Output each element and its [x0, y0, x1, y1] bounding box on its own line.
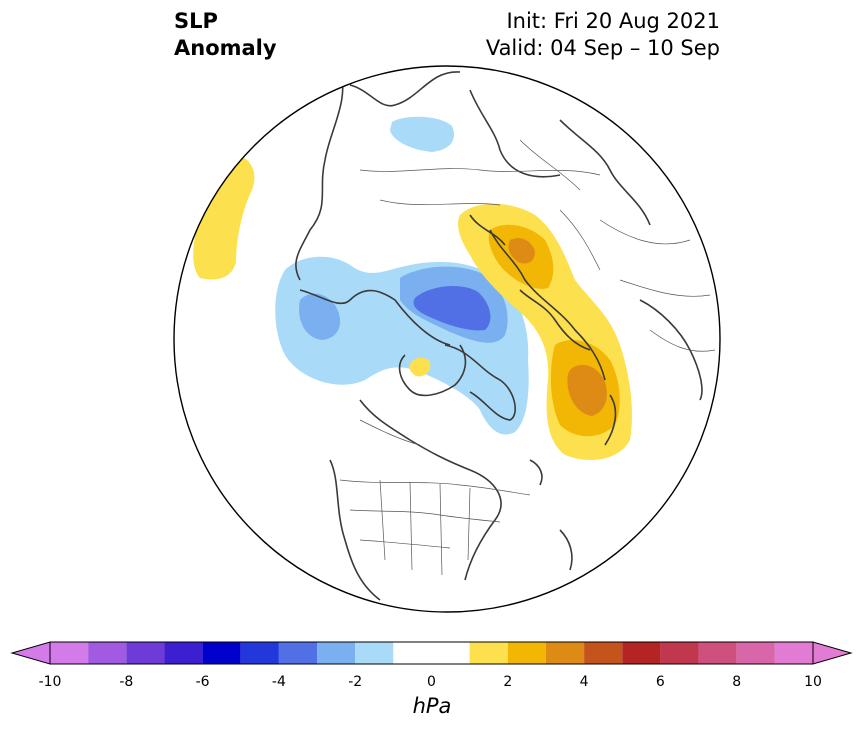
colorbar-bin: [660, 642, 699, 664]
anomaly-europe-positive-core: [508, 238, 535, 264]
coastlines: [295, 69, 703, 601]
colorbar-tick-label: 4: [579, 674, 589, 690]
colorbar-bin: [774, 642, 813, 664]
colorbar-bin: [164, 642, 203, 664]
colorbar-tick-label: -4: [271, 674, 286, 690]
colorbar-bin: [393, 642, 470, 664]
colorbar-tick-label: -2: [348, 674, 363, 690]
colorbar-frame: [49, 641, 814, 665]
anomaly-small-positive: [409, 357, 431, 377]
colorbar-bin: [50, 642, 89, 664]
colorbar-unit-label: hPa: [412, 694, 452, 718]
colorbar-bin: [317, 642, 356, 664]
colorbar-bin: [698, 642, 737, 664]
colorbar-tick-label: 8: [732, 674, 742, 690]
colorbar-bin: [88, 642, 127, 664]
colorbar-bin: [545, 642, 585, 664]
init-date: Init: Fri 20 Aug 2021: [506, 9, 720, 33]
valid-range: Valid: 04 Sep – 10 Sep: [485, 36, 720, 60]
colorbar-tick-label: -10: [38, 674, 62, 690]
anomaly-atlantic-positive-core: [567, 364, 607, 416]
colorbar-tick-label: 0: [427, 674, 436, 690]
anomaly-arctic-negative-core: [413, 286, 491, 331]
colorbar-tick-label: 10: [804, 674, 822, 690]
anomaly-siberia-negative: [390, 116, 454, 152]
anomaly-arctic-negative-mid: [299, 293, 341, 340]
colorbar-bin: [126, 642, 165, 664]
colorbar-bin: [240, 642, 279, 664]
plot-title: SLP Anomaly: [174, 8, 277, 62]
colorbar-tick-label: -6: [195, 674, 210, 690]
anomaly-alaska-positive: [193, 158, 255, 280]
colorbar-bin: [202, 642, 241, 664]
colorbar-tick-label: 6: [655, 674, 665, 690]
political-borders: [339, 139, 716, 576]
colorbar-tick-label: -8: [119, 674, 134, 690]
colorbar-tick-label: 2: [503, 674, 513, 690]
colorbar: [10, 641, 853, 665]
colorbar-bin: [622, 642, 661, 664]
anomaly-shading: [193, 116, 632, 460]
colorbar-bin: [278, 642, 318, 664]
forecast-info: Init: Fri 20 Aug 2021 Valid: 04 Sep – 10…: [486, 8, 720, 62]
title-line-1: SLP: [174, 9, 218, 33]
colorbar-bin: [507, 642, 546, 664]
title-line-2: Anomaly: [174, 36, 277, 60]
colorbar-extend-under: [10, 641, 51, 665]
colorbar-bin: [469, 642, 508, 664]
polar-map: [173, 65, 721, 613]
colorbar-bin: [584, 642, 623, 664]
colorbar-bin: [355, 642, 394, 664]
colorbar-bin: [736, 642, 775, 664]
colorbar-extend-over: [812, 641, 853, 665]
map-boundary: [173, 65, 721, 613]
